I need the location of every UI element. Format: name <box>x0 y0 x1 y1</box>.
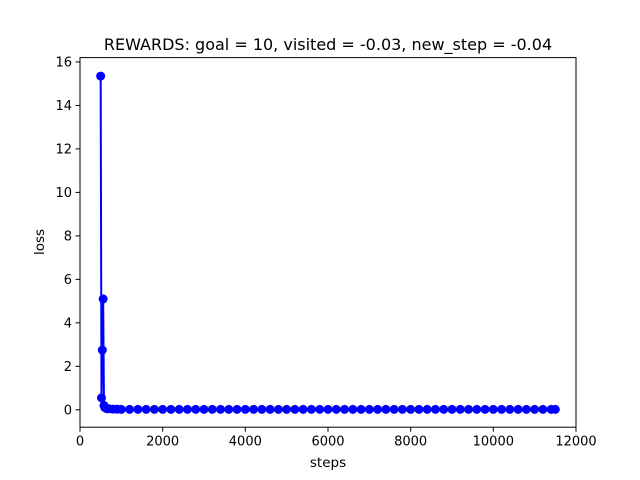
data-point <box>397 404 407 414</box>
x-tick-label: 4000 <box>229 435 262 450</box>
data-point <box>414 404 424 414</box>
data-point <box>224 404 234 414</box>
data-point <box>98 294 108 304</box>
data-point <box>538 404 548 414</box>
data-point <box>364 404 374 414</box>
data-point <box>430 404 440 414</box>
data-point <box>480 404 490 414</box>
data-point <box>331 404 341 414</box>
data-point <box>207 404 217 414</box>
data-point <box>290 404 300 414</box>
x-tick-label: 8000 <box>394 435 427 450</box>
series-line <box>99 76 556 411</box>
x-axis: 0 2000 4000 6000 8000 10000 12000 <box>76 427 597 450</box>
data-point <box>96 393 106 403</box>
data-point <box>464 404 474 414</box>
data-point <box>488 404 498 414</box>
data-point <box>96 71 106 81</box>
data-point <box>232 404 242 414</box>
data-point <box>149 404 159 414</box>
data-point <box>116 404 126 414</box>
data-point <box>240 404 250 414</box>
y-tick-label: 16 <box>55 55 72 70</box>
data-point <box>265 404 275 414</box>
y-tick-label: 2 <box>64 360 72 375</box>
y-tick-label: 4 <box>64 316 72 331</box>
data-point <box>521 404 531 414</box>
data-point <box>191 404 201 414</box>
data-point <box>282 404 292 414</box>
data-point <box>216 404 226 414</box>
data-point <box>199 404 209 414</box>
data-point <box>530 404 540 414</box>
y-tick-label: 8 <box>64 229 72 244</box>
x-axis-label: steps <box>310 455 346 471</box>
data-point <box>513 404 523 414</box>
y-tick-label: 10 <box>55 186 72 201</box>
axes-frame <box>79 57 577 428</box>
plot-area <box>96 71 560 414</box>
data-point <box>158 404 168 414</box>
data-point <box>323 404 333 414</box>
chart-title: REWARDS: goal = 10, visited = -0.03, new… <box>104 35 552 55</box>
x-tick-label: 2000 <box>146 435 179 450</box>
data-point <box>422 404 432 414</box>
data-point <box>505 404 515 414</box>
data-point <box>125 404 135 414</box>
y-tick-label: 14 <box>55 99 72 114</box>
data-point <box>166 404 176 414</box>
data-point <box>406 404 416 414</box>
data-point <box>340 404 350 414</box>
data-point <box>97 345 107 355</box>
y-axis: 0 2 4 6 8 10 12 14 16 <box>55 55 80 418</box>
data-point <box>455 404 465 414</box>
data-point <box>356 404 366 414</box>
x-tick-label: 0 <box>76 435 84 450</box>
data-point <box>174 404 184 414</box>
data-point <box>497 404 507 414</box>
data-point <box>249 404 259 414</box>
data-point <box>257 404 267 414</box>
data-point <box>315 404 325 414</box>
y-axis-label: loss <box>32 229 48 255</box>
y-tick-label: 12 <box>55 142 72 157</box>
data-point <box>133 404 143 414</box>
data-point <box>447 404 457 414</box>
data-point <box>389 404 399 414</box>
data-point <box>298 404 308 414</box>
y-tick-label: 6 <box>64 273 72 288</box>
x-tick-label: 6000 <box>311 435 344 450</box>
y-tick-label: 0 <box>64 403 72 418</box>
data-point <box>472 404 482 414</box>
data-point <box>306 404 316 414</box>
x-tick-label: 10000 <box>473 435 514 450</box>
data-point <box>141 404 151 414</box>
data-point <box>439 404 449 414</box>
data-point <box>373 404 383 414</box>
data-point <box>273 404 283 414</box>
data-point <box>182 404 192 414</box>
x-tick-label: 12000 <box>555 435 596 450</box>
data-point <box>381 404 391 414</box>
data-point <box>348 404 358 414</box>
data-point <box>550 404 560 414</box>
